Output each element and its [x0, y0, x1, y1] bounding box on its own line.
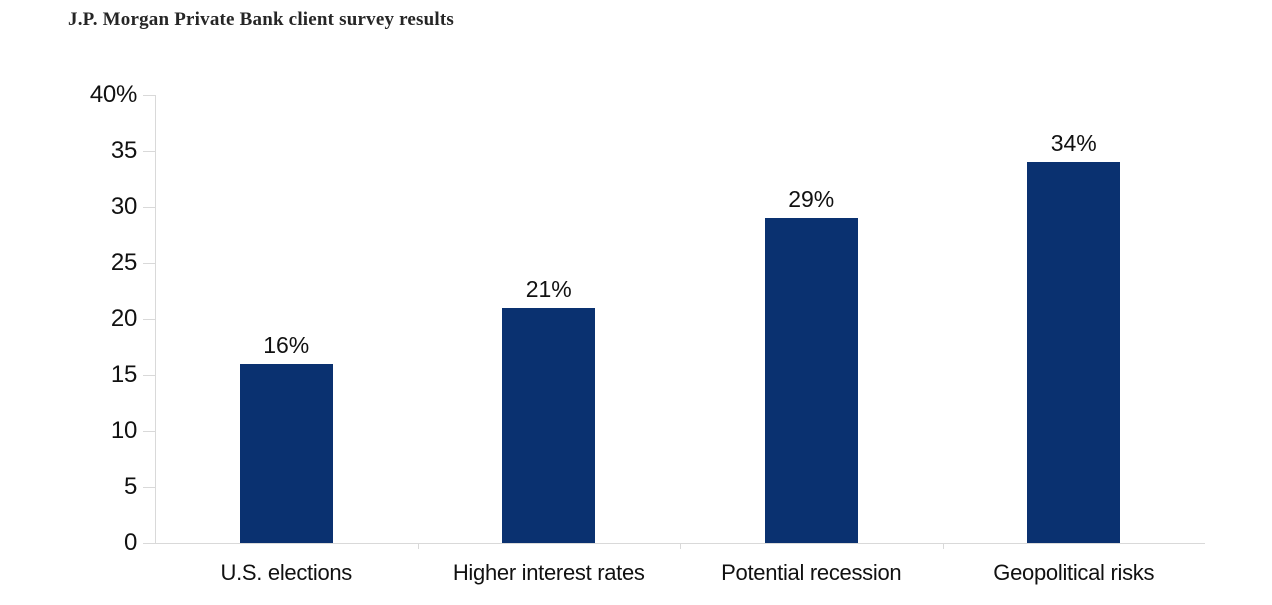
x-category-label: Potential recession [721, 560, 902, 585]
bar-2 [502, 307, 596, 543]
bar-value-label: 16% [263, 331, 310, 358]
y-tick-label: 35 [110, 137, 137, 164]
y-tick-mark [143, 543, 155, 544]
y-tick-label: 0 [123, 529, 137, 556]
y-tick-label: 15 [110, 361, 137, 388]
bar-value-label: 29% [788, 186, 835, 213]
y-tick-mark [143, 207, 155, 208]
y-tick-mark [143, 431, 155, 432]
x-tick-mark [680, 543, 681, 549]
y-tick-mark [143, 319, 155, 320]
y-axis-line [155, 95, 156, 543]
y-tick-label: 40% [89, 81, 137, 108]
x-tick-mark [942, 543, 944, 549]
y-tick-mark [143, 263, 155, 264]
y-tick-mark [143, 487, 155, 488]
x-category-label: Geopolitical risks [993, 560, 1155, 585]
y-tick-mark [143, 151, 155, 152]
y-tick-mark [143, 375, 155, 376]
y-tick-label: 10 [110, 417, 137, 444]
bar-4 [1027, 162, 1121, 543]
y-tick-label: 5 [123, 473, 137, 500]
bar-value-label: 34% [1050, 130, 1097, 157]
y-tick-mark [143, 95, 155, 96]
bar-3 [764, 218, 858, 543]
x-category-label: Higher interest rates [452, 560, 645, 585]
y-tick-label: 30 [110, 193, 137, 220]
y-tick-label: 25 [110, 249, 137, 276]
x-tick-mark [417, 543, 419, 549]
bar-1 [239, 363, 333, 543]
chart-title: J.P. Morgan Private Bank client survey r… [68, 9, 455, 30]
y-tick-label: 20 [110, 305, 137, 332]
x-category-label: U.S. elections [220, 560, 353, 585]
bar-value-label: 21% [525, 275, 572, 302]
